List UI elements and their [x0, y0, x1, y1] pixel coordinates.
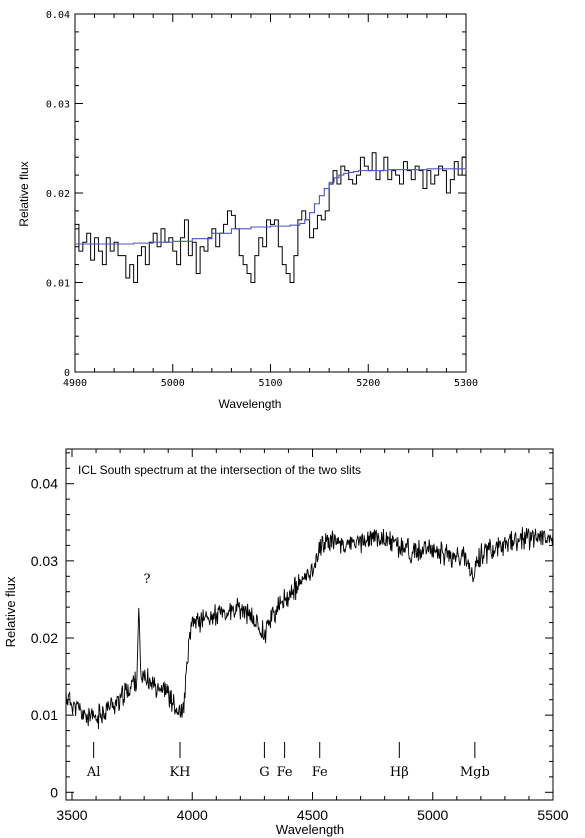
- bottom-x-tick-label: 3500: [56, 807, 87, 823]
- top-y-tick-label: 0: [64, 368, 70, 379]
- top-x-tick-label: 5100: [258, 378, 282, 389]
- bottom-x-axis-label: Wavelength: [276, 822, 344, 837]
- line-marker-label: Al: [86, 765, 101, 780]
- bottom-y-tick-label: 0.01: [31, 707, 58, 723]
- bottom-x-tick-label: 5500: [537, 807, 568, 823]
- top-x-tick-label: 4900: [63, 378, 87, 389]
- line-marker-label: Hβ: [390, 765, 409, 780]
- bottom-y-tick-label: 0: [50, 784, 58, 800]
- bottom-y-tick-label: 0.02: [31, 630, 58, 646]
- top-y-tick-label: 0.01: [46, 279, 70, 290]
- bottom-spectrum-line: [65, 527, 554, 729]
- bottom-y-axis-label: Relative flux: [3, 576, 18, 647]
- bottom-annotation-question: ?: [144, 572, 151, 587]
- top-series-group: [75, 152, 467, 283]
- top-plot-frame: [74, 13, 467, 373]
- bottom-tick-group: 3500 4000 4500 5000 5500 0 0.01 0.02 0.03 0.04: [31, 449, 569, 823]
- top-spectrum-line: [75, 152, 466, 283]
- top-y-tick-label: 0.04: [46, 10, 70, 21]
- bottom-x-tick-label: 5000: [417, 807, 448, 823]
- top-x-tick-label: 5000: [161, 378, 185, 389]
- top-model-fit-line: [75, 168, 467, 245]
- bottom-line-markers: Al KH G Fe Fe Hβ Mgb: [86, 742, 490, 780]
- bottom-chart-title: ICL South spectrum at the intersection o…: [78, 463, 361, 477]
- line-marker-label: Mgb: [460, 765, 490, 780]
- bottom-x-tick-label: 4500: [297, 807, 328, 823]
- top-x-tick-label: 5300: [454, 378, 478, 389]
- top-tick-group: 4900 5000 5100 5200 5300 0 0.01 0.02 0.03 0.04: [46, 10, 478, 389]
- top-y-tick-label: 0.02: [46, 189, 70, 200]
- line-marker-label: Fe: [277, 765, 293, 780]
- line-marker-label: G: [259, 765, 269, 780]
- top-y-axis-label: Relative flux: [17, 161, 31, 226]
- top-y-tick-label: 0.03: [46, 100, 70, 111]
- bottom-x-tick-label: 4000: [177, 807, 208, 823]
- line-marker-label: Fe: [312, 765, 328, 780]
- bottom-series-group: [65, 527, 554, 729]
- bottom-plot-frame: [65, 448, 554, 801]
- top-x-tick-label: 5200: [356, 378, 380, 389]
- bottom-y-tick-label: 0.03: [31, 553, 58, 569]
- line-marker-label: KH: [169, 765, 190, 780]
- bottom-chart: 3500 4000 4500 5000 5500 0 0.01 0.02 0.03 0.04 Al…: [3, 448, 569, 837]
- bottom-y-tick-label: 0.04: [31, 476, 58, 492]
- top-x-axis-label: Wavelength: [219, 397, 282, 411]
- top-chart: 4900 5000 5100 5200 5300 0 0.01 0.02 0.03 0.04 Wa…: [17, 10, 478, 411]
